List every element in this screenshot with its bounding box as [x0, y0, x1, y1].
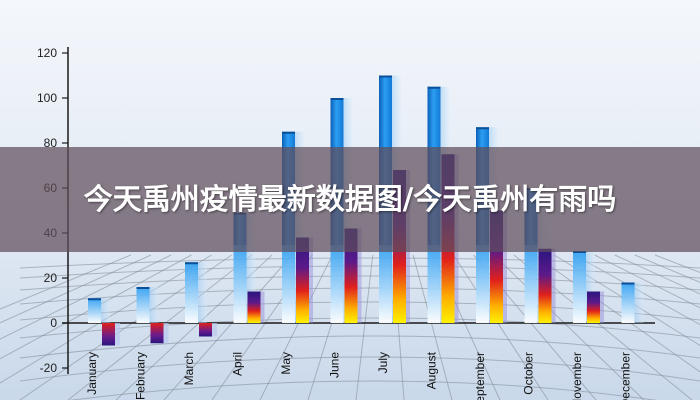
bar-group: [185, 262, 217, 337]
bar-series-1-base: [621, 282, 635, 323]
x-axis: January February March April May June July Augu…: [85, 351, 633, 400]
bar-group: [136, 287, 169, 344]
x-tick-label: December: [619, 352, 633, 400]
title-banner: 今天禹州疫情最新数据图/今天禹州有雨吗: [0, 147, 700, 252]
bar-series-1-base: [573, 251, 586, 323]
x-tick-label: October: [522, 352, 536, 395]
bar-series-2-side: [307, 237, 313, 323]
bar-series-2: [102, 323, 115, 346]
bar-series-1-shadow: [244, 212, 256, 323]
bar-series-2-side: [161, 323, 169, 344]
bar-series-1-base: [524, 245, 538, 323]
bar-group: [621, 282, 644, 323]
x-tick-label: September: [473, 352, 487, 400]
y-tick-label: -20: [40, 361, 58, 375]
bar-series-1-base: [379, 245, 392, 323]
bar-series-2-side: [258, 291, 265, 323]
bar-group: [573, 251, 604, 323]
x-tick-label: January: [85, 352, 99, 395]
bar-series-2: [344, 228, 358, 323]
bar-series-1-cap: [573, 251, 586, 253]
bar-series-2: [296, 237, 309, 323]
bar-series-2-side: [598, 291, 604, 323]
bar-series-2-side: [355, 228, 362, 323]
bar-series-1-cap: [621, 282, 635, 285]
bar-series-1-base: [88, 298, 101, 323]
bar-series-1-shadow: [147, 287, 159, 323]
bar-series-1-base: [185, 262, 198, 323]
bar-series-1-shadow: [584, 251, 595, 323]
y-tick-label: 20: [44, 271, 58, 285]
y-tick-label: 0: [50, 316, 57, 330]
x-tick-label: November: [570, 352, 584, 400]
x-tick-label: June: [328, 352, 342, 378]
bar-series-1-shadow: [196, 262, 207, 323]
x-tick-label: April: [231, 352, 245, 376]
bar-series-2: [150, 323, 164, 344]
y-tick-label: 100: [37, 91, 57, 105]
bar-series-1-cap: [427, 86, 441, 89]
bar-group: [88, 298, 120, 346]
bar-series-2: [538, 248, 552, 323]
bar-series-2: [587, 291, 600, 323]
x-tick-label: July: [376, 352, 390, 373]
bar-series-2: [247, 291, 261, 323]
banner-title: 今天禹州疫情最新数据图/今天禹州有雨吗: [83, 182, 617, 216]
bar-series-1-cap: [185, 262, 198, 265]
bar-series-1-shadow: [632, 282, 644, 323]
bar-series-1-base: [330, 245, 344, 323]
x-tick-label: August: [425, 351, 439, 389]
floor-grid: [0, 254, 700, 400]
bar-series-1-cap: [379, 75, 392, 78]
bar-series-1-base: [233, 245, 247, 323]
bar-series-2-side: [501, 210, 507, 323]
bar-series-1-base: [476, 245, 489, 323]
x-tick-label: March: [182, 352, 196, 385]
bar-series-2-side: [113, 323, 120, 346]
bar-series-2-side: [549, 248, 556, 323]
y-tick-label: 120: [37, 46, 57, 60]
bar-series-1-base: [427, 245, 441, 323]
bar-series-2: [199, 323, 212, 337]
bar-series-1-cap: [282, 131, 295, 134]
bar-series-1-cap: [88, 298, 101, 301]
bar-series-1-cap: [136, 287, 150, 289]
x-tick-label: May: [279, 352, 293, 375]
bar-series-1-base: [136, 287, 150, 323]
bar-series-1-base: [282, 245, 295, 323]
bar-series-2-side: [210, 323, 217, 337]
bar-series-1-cap: [476, 127, 489, 130]
bar-series-1-cap: [330, 98, 344, 100]
bar-series-1-shadow: [99, 298, 110, 323]
x-tick-label: February: [134, 352, 148, 400]
y-tick-label: 80: [44, 136, 58, 150]
